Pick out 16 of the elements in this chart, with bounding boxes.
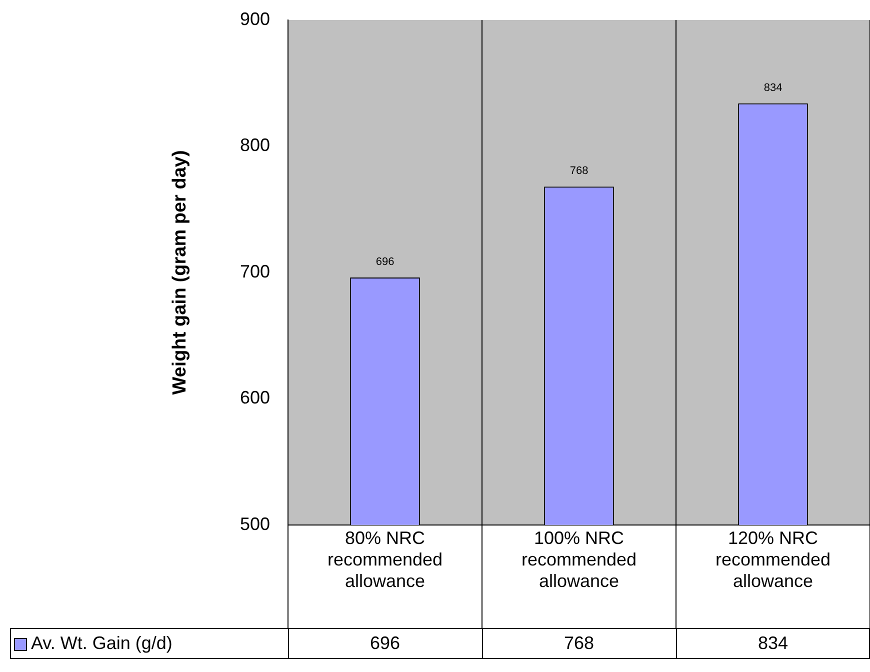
x-tick-label: 100% NRC recommended allowance	[521, 528, 637, 591]
data-label: 696	[370, 632, 400, 653]
y-tick-label: 700	[240, 261, 270, 282]
x-tick-label: 120% NRC recommended allowance	[715, 528, 831, 591]
legend-label: Av. Wt. Gain (g/d)	[31, 632, 172, 653]
y-tick-label: 800	[240, 135, 270, 156]
y-tick-label: 500	[240, 514, 270, 534]
data-label: 834	[758, 632, 788, 653]
data-label: 768	[564, 632, 594, 653]
annotation: 834	[764, 82, 782, 94]
annotation: 768	[570, 165, 588, 178]
annotation: 696	[376, 256, 394, 268]
y-tick-label: 600	[240, 388, 270, 408]
y-tick-label: 900	[240, 8, 270, 29]
y-axis-title: Weight gain (gram per day)	[170, 150, 191, 395]
x-tick-label: 80% NRC recommended allowance	[327, 528, 443, 591]
